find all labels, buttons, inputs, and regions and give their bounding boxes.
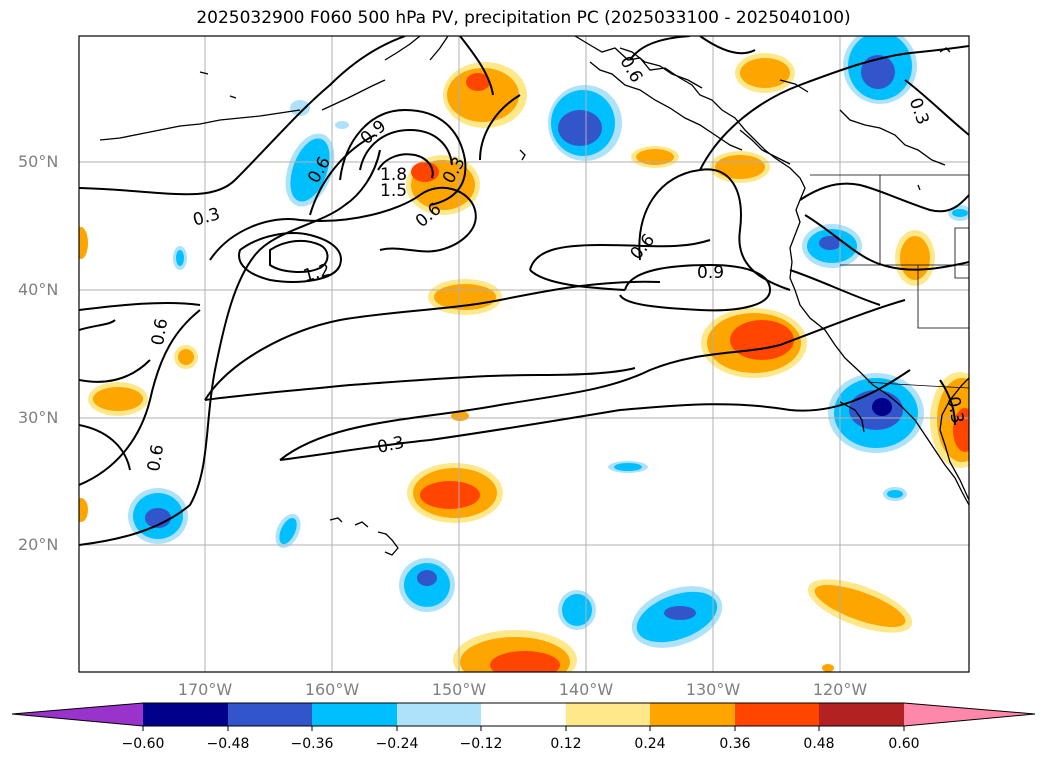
colorbar-segment bbox=[481, 703, 566, 726]
colorbar-tick-label: 0.36 bbox=[719, 736, 751, 752]
colorbar-segment bbox=[397, 703, 481, 726]
borders bbox=[810, 174, 969, 389]
colorbar-extend-low bbox=[12, 703, 143, 726]
colorbar-segment bbox=[312, 703, 397, 726]
contour-label: 0.6 bbox=[144, 443, 168, 473]
lat-label: 40°N bbox=[18, 280, 59, 299]
plot-frame bbox=[78, 35, 970, 673]
colorbar-segment bbox=[650, 703, 735, 726]
lon-label: 160°W bbox=[304, 680, 360, 699]
colorbar-segment bbox=[566, 703, 650, 726]
colorbar-tick-label: 0.24 bbox=[634, 736, 666, 752]
lon-label: 120°W bbox=[812, 680, 868, 699]
colorbar-tick-label: −0.36 bbox=[290, 736, 334, 752]
lat-label: 30°N bbox=[18, 408, 59, 427]
lon-label: 170°W bbox=[177, 680, 233, 699]
negative-anomalies bbox=[128, 36, 969, 648]
colorbar-tick-label: −0.12 bbox=[459, 736, 503, 752]
colorbar-tick-label: 0.12 bbox=[550, 736, 582, 752]
contour-label: 0.6 bbox=[148, 317, 172, 347]
contour-label: 0.3 bbox=[191, 204, 222, 230]
pv-contours bbox=[79, 36, 969, 546]
colorbar-segment bbox=[228, 703, 312, 726]
colorbar-segment bbox=[819, 703, 904, 726]
contour-label: 0.6 bbox=[626, 230, 659, 264]
lon-label: 150°W bbox=[431, 680, 487, 699]
colorbar bbox=[11, 702, 1036, 731]
contour-label: 0.3 bbox=[943, 395, 967, 425]
colorbar-tick-label: −0.60 bbox=[121, 736, 165, 752]
contour-label: 0.9 bbox=[357, 116, 391, 149]
colorbar-segment bbox=[143, 703, 228, 726]
contour-label: 0.9 bbox=[697, 263, 724, 283]
contour-label: 0.3 bbox=[375, 433, 406, 458]
colorbar-tick-label: −0.24 bbox=[375, 736, 419, 752]
colorbar-segment bbox=[735, 703, 819, 726]
colorbar-tick-label: 0.48 bbox=[803, 736, 835, 752]
gridlines bbox=[79, 36, 969, 672]
coastlines bbox=[99, 36, 969, 556]
colorbar-extend-high bbox=[904, 703, 1035, 726]
contour-label: 1.8 bbox=[380, 165, 407, 185]
colorbar-tick-label: −0.48 bbox=[206, 736, 250, 752]
lon-label: 140°W bbox=[558, 680, 614, 699]
positive-anomalies bbox=[79, 53, 969, 672]
lon-label: 130°W bbox=[685, 680, 741, 699]
lat-label: 20°N bbox=[18, 535, 59, 554]
precipitation-shading bbox=[79, 36, 969, 672]
colorbar-tick-label: 0.60 bbox=[888, 736, 920, 752]
lat-label: 50°N bbox=[18, 152, 59, 171]
map-title: 2025032900 F060 500 hPa PV, precipitatio… bbox=[196, 8, 851, 28]
contour-label: 1.2 bbox=[301, 260, 332, 286]
contour-label: 1.5 bbox=[380, 181, 407, 201]
